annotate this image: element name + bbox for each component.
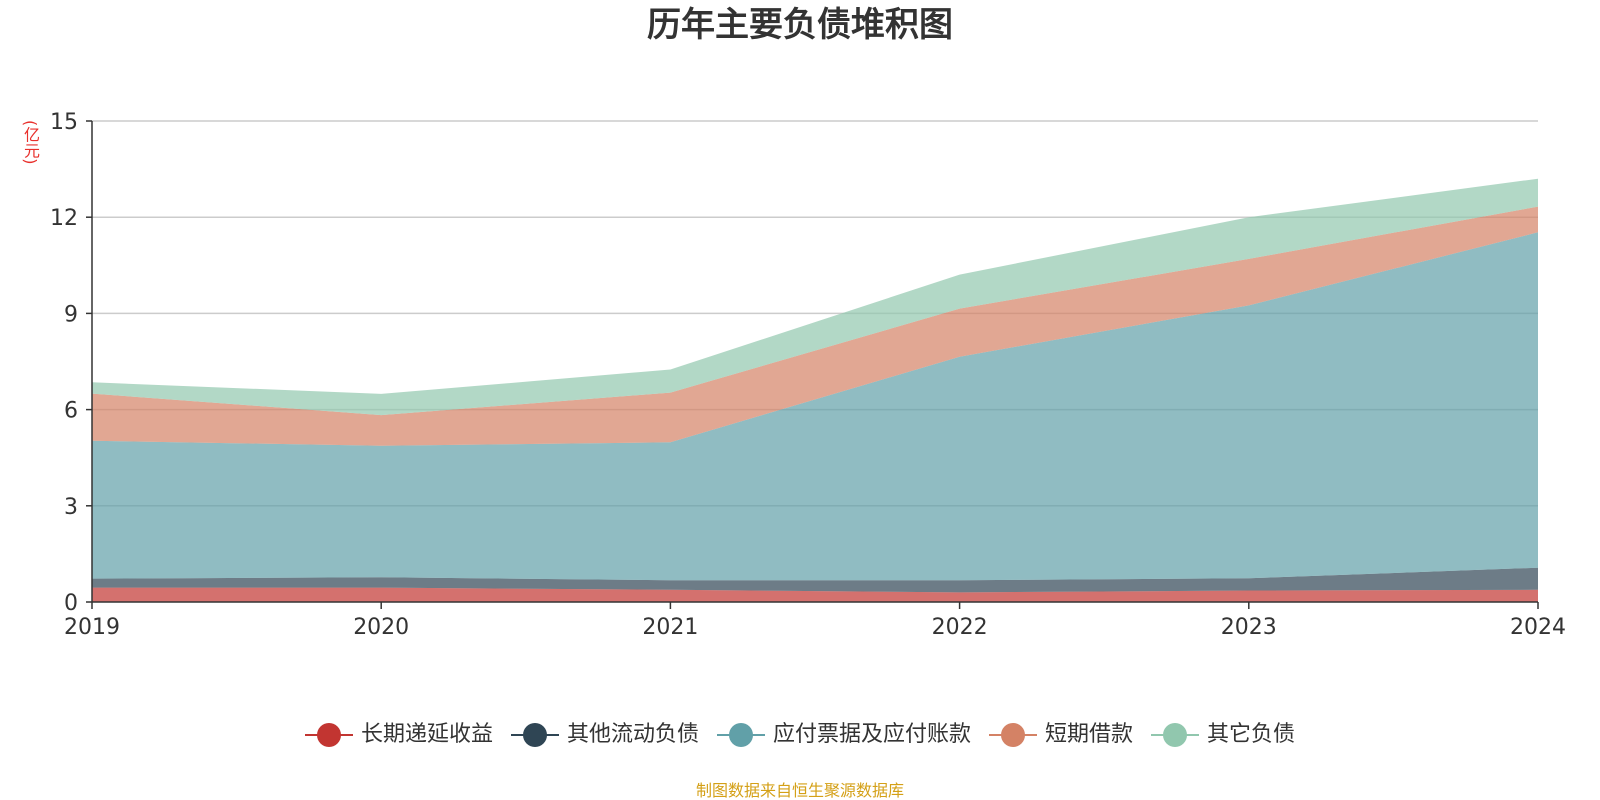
area-layer — [92, 178, 1538, 602]
legend-label: 短期借款 — [1045, 722, 1134, 747]
area-series-0 — [92, 587, 1538, 602]
legend: 长期递延收益 其他流动负债 应付票据及应付账款 短期借款 其它负债 — [0, 722, 1600, 748]
legend-dot-icon — [1001, 723, 1025, 747]
legend-label: 长期递延收益 — [360, 722, 493, 747]
x-tick-label: 2023 — [1221, 615, 1277, 640]
legend-dot-icon — [728, 723, 753, 747]
legend-item[interactable]: 短期借款 — [989, 722, 1133, 748]
x-tick-label: 2019 — [64, 615, 120, 640]
legend-dot-icon — [1163, 723, 1188, 747]
legend-swatch-icon — [510, 723, 559, 747]
x-tick-label: 2022 — [932, 615, 988, 640]
area-series-2 — [92, 232, 1538, 581]
y-tick-label: 15 — [50, 110, 78, 135]
y-axis-unit-label: (亿元) — [21, 120, 40, 165]
x-tick-label: 2020 — [353, 615, 409, 640]
y-tick-label: 9 — [64, 302, 78, 327]
legend-swatch-icon — [989, 723, 1037, 747]
y-tick-label: 0 — [64, 591, 78, 616]
legend-dot-icon — [316, 723, 341, 747]
legend-item[interactable]: 其他流动负债 — [510, 722, 699, 748]
legend-label: 应付票据及应付账款 — [772, 722, 971, 747]
legend-swatch-icon — [304, 723, 353, 747]
y-tick-label: 12 — [50, 206, 78, 231]
legend-item[interactable]: 长期递延收益 — [304, 722, 493, 748]
x-tick-label: 2024 — [1510, 615, 1566, 640]
legend-swatch-icon — [716, 723, 765, 747]
legend-swatch-icon — [1151, 723, 1200, 747]
legend-item[interactable]: 应付票据及应付账款 — [716, 722, 971, 748]
x-tick-label: 2021 — [642, 615, 698, 640]
legend-dot-icon — [522, 723, 547, 747]
y-tick-label: 3 — [64, 495, 78, 520]
area-series-4 — [92, 178, 1538, 416]
area-series-1 — [92, 567, 1538, 593]
chart-title: 历年主要负债堆积图 — [647, 5, 953, 45]
legend-label: 其他流动负债 — [566, 722, 699, 747]
legend-label: 其它负债 — [1207, 722, 1296, 747]
axes: 0 3 6 9 12 15 2019 2020 2021 2022 2023 2024 — [50, 110, 1566, 640]
area-series-3 — [92, 206, 1538, 446]
source-note: 制图数据来自恒生聚源数据库 — [695, 781, 904, 800]
y-tick-label: 6 — [64, 399, 78, 424]
legend-item[interactable]: 其它负债 — [1151, 722, 1295, 748]
